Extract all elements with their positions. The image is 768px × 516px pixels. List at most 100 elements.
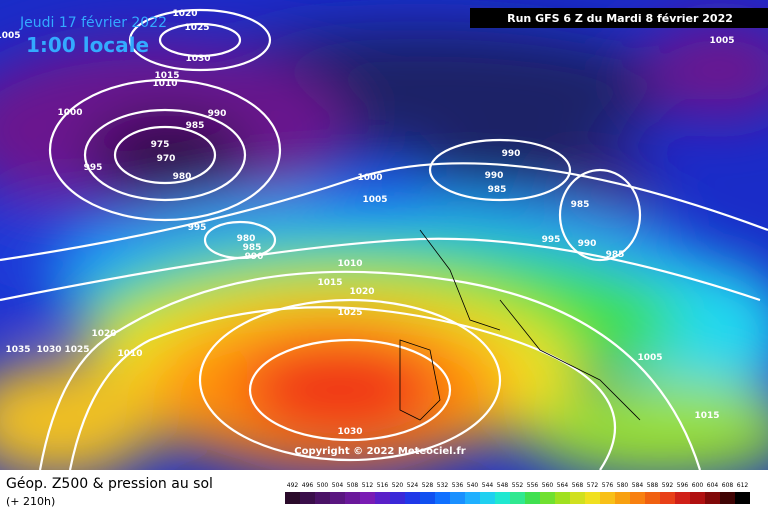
isobar-label: 1025 [64, 345, 89, 355]
scale-label: 548 [497, 482, 509, 489]
isobar-label: 1020 [349, 287, 374, 297]
isobar-label: 1020 [91, 329, 116, 339]
isobar-label: 1020 [172, 9, 197, 19]
scale-swatch [630, 492, 645, 504]
coastlines [399, 229, 641, 421]
isobar-label: 1000 [57, 108, 82, 118]
scale-swatch [495, 492, 510, 504]
isobar-label: 1005 [637, 353, 662, 363]
scale-label: 540 [467, 482, 479, 489]
footer-title: Géop. Z500 & pression au sol [6, 476, 213, 492]
scale-label: 536 [452, 482, 464, 489]
scale-swatch [600, 492, 615, 504]
scale-label: 532 [437, 482, 449, 489]
scale-label: 560 [542, 482, 554, 489]
scale-swatch [510, 492, 525, 504]
scale-swatch [360, 492, 375, 504]
isobar-label: 985 [488, 185, 507, 195]
copyright: Copyright © 2022 Meteociel.fr [294, 446, 465, 457]
scale-swatch [705, 492, 720, 504]
isobar-label: 990 [502, 149, 521, 159]
scale-swatch [300, 492, 315, 504]
field [0, 0, 768, 470]
scale-label: 516 [377, 482, 389, 489]
isobar-label: 1005 [0, 31, 21, 41]
scale-swatch [540, 492, 555, 504]
scale-swatch [525, 492, 540, 504]
scale-label: 584 [632, 482, 644, 489]
isobar-label: 990 [208, 109, 227, 119]
scale-label: 604 [707, 482, 719, 489]
scale-swatch [570, 492, 585, 504]
isobar-label: 1015 [694, 411, 719, 421]
isobar-label: 1030 [337, 427, 362, 437]
scale-swatch [345, 492, 360, 504]
scale-label: 592 [662, 482, 674, 489]
isobar-label: 975 [151, 140, 170, 150]
isobar-label: 1035 [5, 345, 30, 355]
time: 1:00 locale [26, 33, 149, 57]
footer-lead: (+ 210h) [6, 495, 55, 508]
run-box [470, 8, 768, 28]
scale-swatch [330, 492, 345, 504]
isobar-label: 980 [173, 172, 192, 182]
isobar-label: 1030 [185, 54, 210, 64]
isobar-label: 985 [571, 200, 590, 210]
isobar-label: 995 [542, 235, 561, 245]
isobar-label: 1015 [317, 278, 342, 288]
scale-label: 512 [362, 482, 374, 489]
scale-label: 524 [407, 482, 419, 489]
scale-swatch [450, 492, 465, 504]
scale-label: 492 [287, 482, 299, 489]
scale-swatch [405, 492, 420, 504]
scale-label: 576 [602, 482, 614, 489]
scale-label: 564 [557, 482, 569, 489]
isobar-label: 1025 [184, 23, 209, 33]
isobar-label: 980 [237, 234, 256, 244]
scale-swatch [420, 492, 435, 504]
run: Run GFS 6 Z du Mardi 8 février 2022 [507, 12, 733, 25]
scale-label: 568 [572, 482, 584, 489]
scale-label: 612 [737, 482, 749, 489]
scale-label: 544 [482, 482, 494, 489]
isobar-label: 1030 [36, 345, 61, 355]
isobar-label: 995 [188, 223, 207, 233]
scale-label: 500 [317, 482, 329, 489]
scale-swatch [645, 492, 660, 504]
scale-label: 552 [512, 482, 524, 489]
scale-swatch [315, 492, 330, 504]
scale-label: 596 [677, 482, 689, 489]
scale-swatch [585, 492, 600, 504]
scale-swatch [285, 492, 300, 504]
scale-label: 504 [332, 482, 344, 489]
isobar-label: 1015 [154, 71, 179, 81]
scale-label: 572 [587, 482, 599, 489]
scale-swatch [690, 492, 705, 504]
isobar-label: 1000 [357, 173, 382, 183]
isobar-label: 995 [84, 163, 103, 173]
isobar-label: 1010 [337, 259, 362, 269]
scale-swatch [720, 492, 735, 504]
scale-swatch [660, 492, 675, 504]
isobar-label: 985 [606, 250, 625, 260]
isobar-label: 1005 [709, 36, 734, 46]
scale-swatch [390, 492, 405, 504]
isobar-label: 1025 [337, 308, 362, 318]
scale-swatch [480, 492, 495, 504]
isobar-label: 1010 [152, 79, 177, 89]
date: Jeudi 17 février 2022 [19, 15, 167, 31]
isobar-label: 970 [157, 154, 176, 164]
scale-swatch [675, 492, 690, 504]
scale-label: 580 [617, 482, 629, 489]
isobar-label: 1005 [362, 195, 387, 205]
scale-label: 520 [392, 482, 404, 489]
isobar-label: 985 [243, 243, 262, 253]
isobar-label: 985 [186, 121, 205, 131]
scale-label: 556 [527, 482, 539, 489]
scale-label: 496 [302, 482, 314, 489]
scale-label: 608 [722, 482, 734, 489]
scale-label: 600 [692, 482, 704, 489]
scale-swatch [435, 492, 450, 504]
